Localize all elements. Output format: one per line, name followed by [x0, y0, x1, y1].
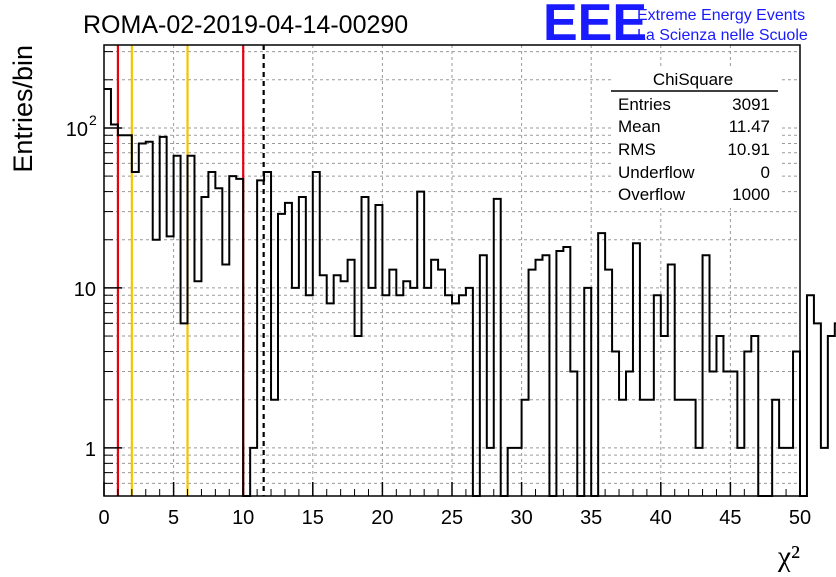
- x-tick-label: 20: [371, 507, 393, 529]
- stat-value-rms: 10.91: [727, 140, 770, 159]
- x-tick-label: 10: [232, 507, 254, 529]
- y-tick-label: 10: [74, 279, 96, 301]
- x-axis-label: χ²: [777, 540, 800, 572]
- stats-box: ChiSquare Entries 3091 Mean 11.47 RMS 10…: [611, 68, 781, 208]
- logo-line-1: Extreme Energy Events: [637, 7, 805, 24]
- stat-label-underflow: Underflow: [618, 163, 695, 182]
- x-tick-label: 45: [719, 507, 741, 529]
- x-tick-label: 35: [580, 507, 602, 529]
- stat-value-overflow: 1000: [732, 185, 770, 204]
- reference-lines: [116, 45, 265, 496]
- y-tick-label: 10: [66, 119, 88, 141]
- grid: [104, 45, 800, 497]
- x-tick-label: 5: [168, 507, 179, 529]
- y-tick-label: 1: [85, 439, 96, 461]
- stat-label-entries: Entries: [618, 95, 671, 114]
- x-tick-label: 50: [789, 507, 811, 529]
- y-axis-label: Entries/bin: [8, 45, 38, 173]
- x-tick-label: 40: [650, 507, 672, 529]
- stat-value-underflow: 0: [761, 163, 770, 182]
- eee-logo: EEE: [543, 0, 647, 52]
- x-tick-label: 30: [510, 507, 532, 529]
- stats-title: ChiSquare: [653, 70, 733, 89]
- stat-label-overflow: Overflow: [618, 185, 686, 204]
- stat-label-rms: RMS: [618, 140, 656, 159]
- x-tick-label: 0: [98, 507, 109, 529]
- stat-label-mean: Mean: [618, 117, 661, 136]
- x-tick-label: 25: [441, 507, 463, 529]
- x-tick-label: 15: [302, 507, 324, 529]
- stat-value-entries: 3091: [732, 95, 770, 114]
- stat-value-mean: 11.47: [729, 117, 770, 136]
- chart-title: ROMA-02-2019-04-14-00290: [83, 11, 408, 39]
- y-tick-exponent: 2: [89, 112, 97, 128]
- logo-line-2: La Scienza nelle Scuole: [637, 27, 808, 44]
